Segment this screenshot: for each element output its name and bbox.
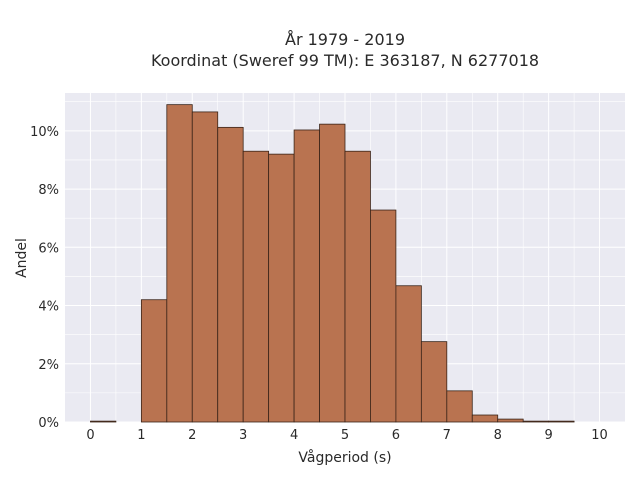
y-tick-label: 6% bbox=[38, 241, 59, 256]
histogram-bar bbox=[166, 104, 193, 423]
y-axis-label: Andel bbox=[14, 238, 30, 278]
histogram-bar bbox=[344, 150, 371, 423]
histogram-bar bbox=[471, 414, 499, 423]
y-tick-label: 10% bbox=[30, 125, 59, 140]
histogram-bar bbox=[242, 150, 270, 423]
x-tick-label: 3 bbox=[239, 428, 247, 443]
histogram-bar bbox=[217, 126, 244, 423]
histogram-bar bbox=[420, 341, 448, 423]
histogram-bar bbox=[370, 209, 397, 423]
y-tick-label: 2% bbox=[38, 358, 59, 373]
y-tick-labels: 0% 2% 4% 6% 8% 10% bbox=[30, 125, 59, 431]
histogram-bar bbox=[548, 420, 575, 423]
x-axis-label: Vågperiod (s) bbox=[298, 449, 391, 466]
x-tick-label: 8 bbox=[494, 428, 502, 443]
chart-title-line-1: År 1979 - 2019 bbox=[285, 30, 405, 49]
y-tick-label: 0% bbox=[38, 416, 59, 431]
histogram-bar bbox=[319, 123, 346, 423]
x-tick-label: 0 bbox=[86, 428, 94, 443]
histogram-bar bbox=[191, 111, 219, 423]
histogram-bar bbox=[446, 390, 473, 423]
bars bbox=[90, 104, 575, 423]
histogram-bar bbox=[522, 420, 550, 423]
x-tick-label: 7 bbox=[443, 428, 451, 443]
histogram-bar bbox=[268, 153, 295, 423]
histogram-bar bbox=[90, 420, 117, 423]
x-tick-label: 5 bbox=[341, 428, 349, 443]
histogram-bar bbox=[497, 418, 524, 423]
histogram-bar bbox=[140, 299, 168, 423]
x-tick-labels: 0 1 2 3 4 5 6 7 8 9 10 bbox=[86, 428, 608, 443]
x-tick-label: 6 bbox=[392, 428, 400, 443]
x-tick-label: 4 bbox=[290, 428, 298, 443]
x-tick-label: 1 bbox=[137, 428, 145, 443]
x-tick-label: 9 bbox=[544, 428, 552, 443]
x-tick-label: 10 bbox=[591, 428, 608, 443]
histogram-bar bbox=[395, 285, 422, 423]
histogram-bar bbox=[293, 129, 320, 423]
y-tick-label: 8% bbox=[38, 183, 59, 198]
y-tick-label: 4% bbox=[38, 300, 59, 315]
x-tick-label: 2 bbox=[188, 428, 196, 443]
chart-title-line-2: Koordinat (Sweref 99 TM): E 363187, N 62… bbox=[151, 51, 539, 70]
